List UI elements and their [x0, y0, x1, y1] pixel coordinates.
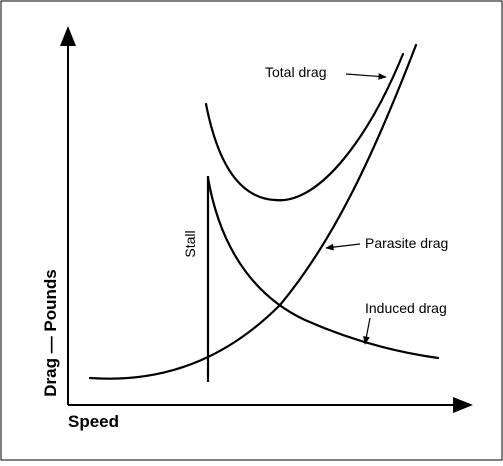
x-axis-title: Speed [68, 412, 119, 431]
series-line-induced-drag [206, 176, 440, 360]
y-axis-arrow [60, 26, 76, 46]
series-line-parasite-drag [88, 43, 418, 380]
x-axis-arrow [453, 397, 473, 413]
series-label-induced-drag: Induced drag [365, 300, 447, 316]
stall-label: Stall [182, 230, 198, 257]
total-drag-pointer [345, 73, 387, 80]
series-line-total-drag [204, 52, 405, 202]
induced-drag-pointer [363, 317, 371, 345]
y-axis-title: Drag — Pounds [41, 269, 60, 397]
parasite-drag-pointer [325, 243, 361, 251]
series-label-total-drag: Total drag [265, 64, 326, 80]
series-label-parasite-drag: Parasite drag [365, 235, 448, 251]
